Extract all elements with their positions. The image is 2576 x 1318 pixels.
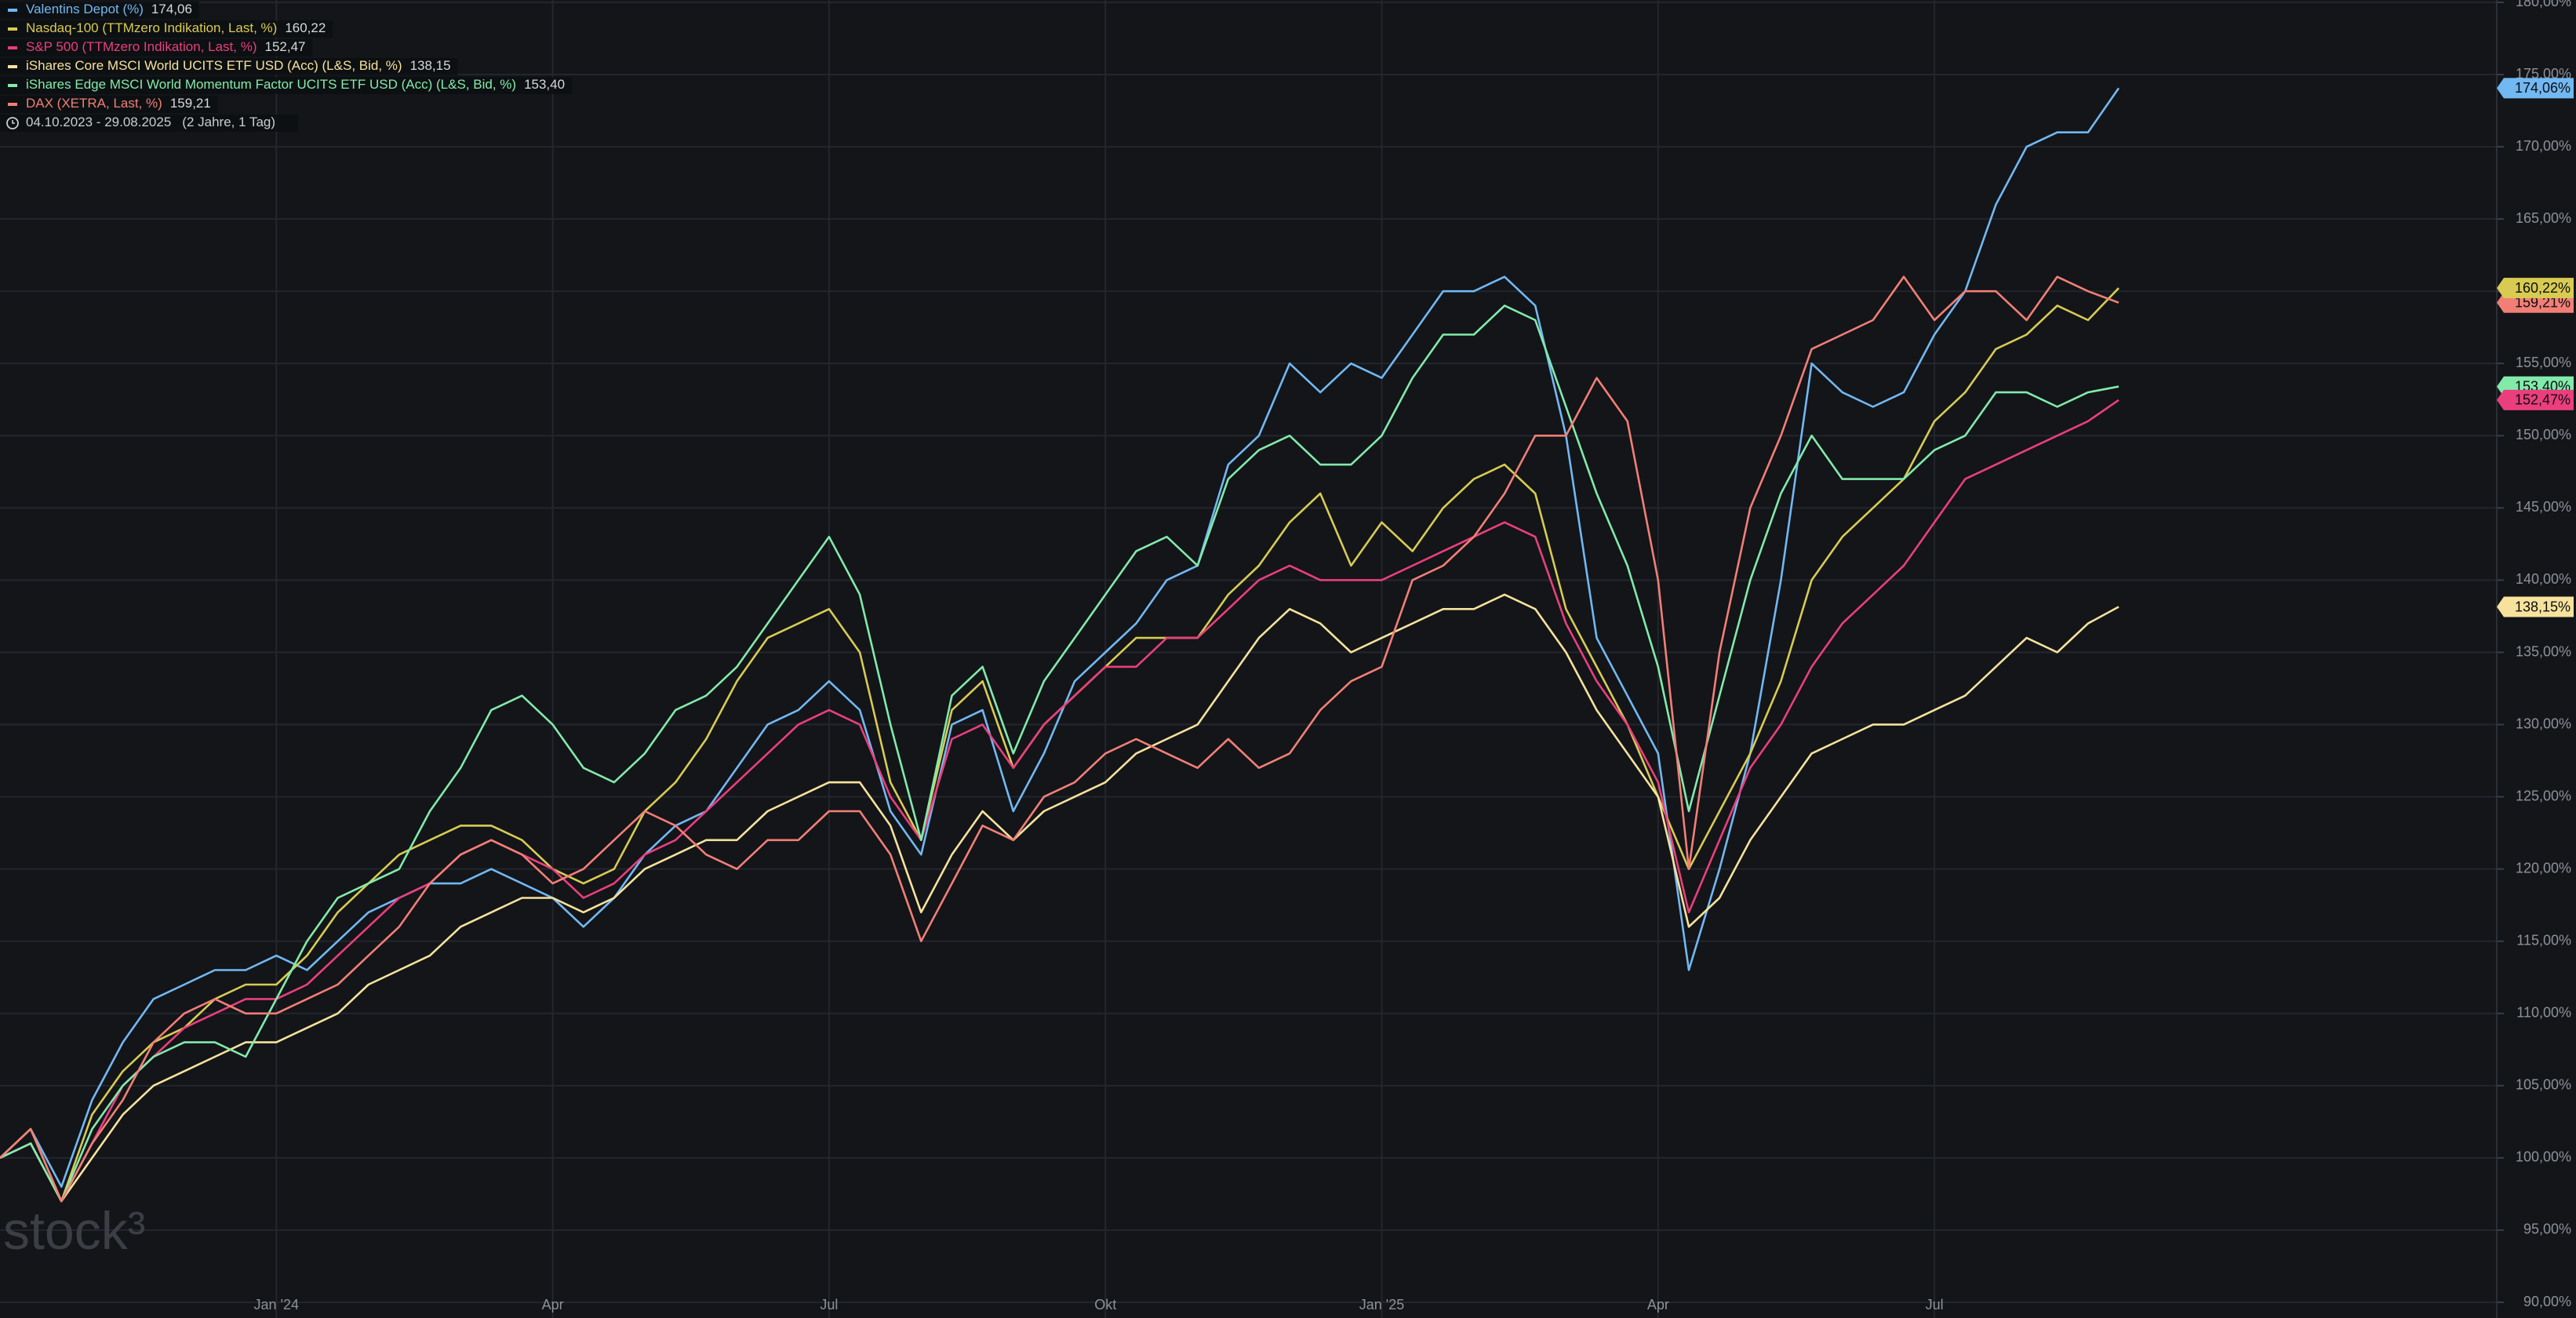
series-line: [0, 304, 2119, 1203]
y-tick-label: 100,00%: [2516, 1149, 2571, 1165]
y-tick-label: 125,00%: [2516, 788, 2571, 803]
legend-entry: Nasdaq-100 (TTMzero Indikation, Last, %)…: [26, 20, 326, 35]
y-tick-label: 145,00%: [2516, 499, 2571, 515]
legend-entry: DAX (XETRA, Last, %) 159,21: [26, 96, 211, 111]
legend-name: Valentins Depot (%): [26, 2, 144, 16]
legend-name: iShares Edge MSCI World Momentum Factor …: [26, 77, 516, 92]
y-tick-label: 175,00%: [2516, 66, 2571, 82]
range: 04.10.2023 - 29.08.2025: [26, 115, 171, 129]
legend-entry: iShares Core MSCI World UCITS ETF USD (A…: [26, 58, 451, 73]
legend-value: 138,15: [410, 58, 451, 73]
x-tick-label: Jul: [1926, 1297, 1944, 1313]
y-tick-label: 95,00%: [2523, 1222, 2571, 1237]
series-line: [0, 87, 2120, 1188]
end-label: 152,47%: [2515, 392, 2571, 408]
end-label: 174,06%: [2515, 80, 2571, 96]
clock-icon: [6, 117, 19, 129]
series-line: [0, 275, 2119, 1203]
legend-entry: iShares Edge MSCI World Momentum Factor …: [26, 77, 565, 92]
grid: Jan '24 Apr Jul Okt Jan '25 Apr Jul: [0, 0, 2497, 1318]
y-tick-label: 165,00%: [2516, 210, 2571, 226]
end-tags: 159,21%153,40%138,15%152,47%160,22%174,0…: [2497, 78, 2574, 617]
legend-bg: [0, 39, 313, 56]
y-tick-label: 150,00%: [2516, 427, 2571, 442]
x-tick-label: Jul: [820, 1297, 838, 1313]
y-tick-label: 115,00%: [2516, 932, 2571, 948]
legend-value: 160,22: [285, 20, 326, 35]
legend-value: 152,47: [264, 39, 305, 54]
y-tick-label: 135,00%: [2516, 643, 2571, 659]
y-tick-label: 170,00%: [2516, 138, 2571, 154]
legend-entry: S&P 500 (TTMzero Indikation, Last, %) 152…: [26, 39, 305, 54]
lines: [0, 87, 2120, 1203]
legend-name: S&P 500 (TTMzero Indikation, Last, %): [26, 39, 257, 54]
end-tag: [2497, 389, 2574, 410]
legend-bg: [0, 2, 199, 19]
y-tick-label: 180,00%: [2516, 0, 2571, 9]
legend-name: iShares Core MSCI World UCITS ETF USD (A…: [26, 58, 402, 73]
legend-bg: [0, 58, 458, 75]
legend-entry: Valentins Depot (%) 174,06: [26, 2, 192, 16]
clock-hands: [12, 120, 15, 124]
end-tag: [2497, 78, 2574, 99]
legend-value: 174,06: [151, 2, 192, 16]
legend-name: Nasdaq-100 (TTMzero Indikation, Last, %): [26, 20, 277, 35]
series-line: [0, 399, 2119, 1203]
end-label: 138,15%: [2515, 599, 2571, 614]
end-tag: [2497, 278, 2574, 299]
date-range: 04.10.2023 - 29.08.2025 (2 Jahre, 1 Tag): [26, 115, 275, 129]
legend-name: DAX (XETRA, Last, %): [26, 96, 162, 111]
legend-bg: [0, 96, 218, 113]
x-tick-label: Apr: [1647, 1297, 1669, 1313]
end-label: 159,21%: [2515, 295, 2571, 311]
y-tick-label: 90,00%: [2523, 1294, 2571, 1309]
y-tick-label: 130,00%: [2516, 715, 2571, 731]
legend-bg: [0, 20, 333, 38]
range-note: (2 Jahre, 1 Tag): [182, 115, 275, 129]
legend: Valentins Depot (%) 174,06 Nasdaq-100 (TTM…: [0, 2, 573, 132]
legend-bg: [0, 77, 573, 94]
x-tick-label: Apr: [542, 1297, 564, 1313]
y-tick-label: 140,00%: [2516, 571, 2571, 587]
y-tick-label: 120,00%: [2516, 860, 2571, 876]
x-tick-label: Jan '25: [1359, 1297, 1404, 1313]
legend-value: 153,40: [524, 77, 565, 92]
x-tick-label: Okt: [1094, 1297, 1116, 1313]
legend-bg: [0, 115, 298, 132]
end-label: 160,22%: [2515, 280, 2571, 296]
x-tick-label: Jan '24: [254, 1297, 299, 1313]
y-tick-label: 155,00%: [2516, 355, 2571, 370]
y-tick-label: 105,00%: [2516, 1077, 2571, 1093]
end-tag: [2497, 596, 2574, 617]
watermark: stock³: [3, 1201, 145, 1261]
y-tick-label: 110,00%: [2516, 1005, 2571, 1021]
series-line: [0, 593, 2119, 1203]
legend-value: 159,21: [170, 96, 211, 111]
